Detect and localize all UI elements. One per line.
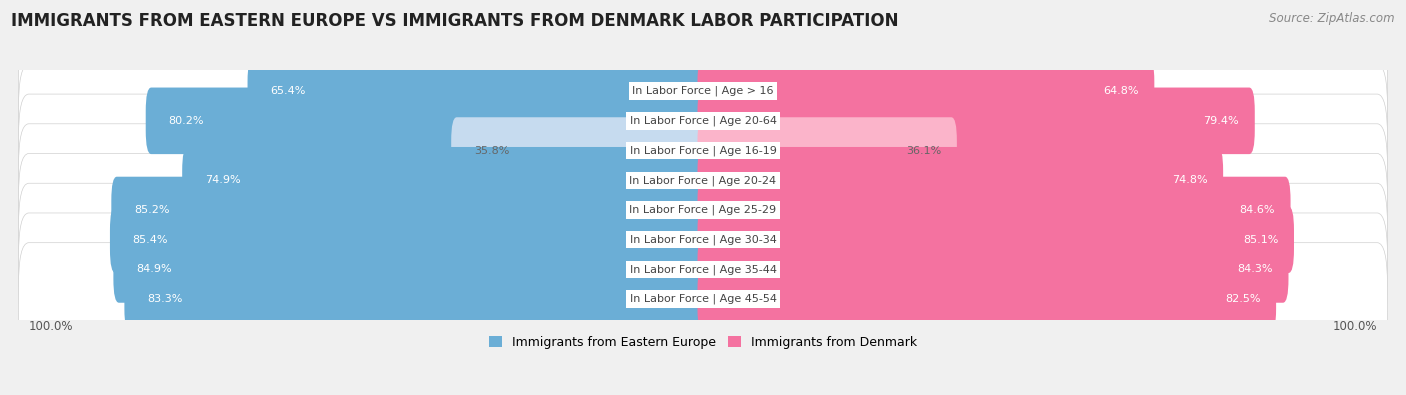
- FancyBboxPatch shape: [697, 236, 1288, 303]
- Text: 83.3%: 83.3%: [148, 294, 183, 304]
- FancyBboxPatch shape: [146, 88, 709, 154]
- Text: In Labor Force | Age 16-19: In Labor Force | Age 16-19: [630, 145, 776, 156]
- Text: 84.9%: 84.9%: [136, 264, 172, 275]
- Text: In Labor Force | Age 20-24: In Labor Force | Age 20-24: [630, 175, 776, 186]
- FancyBboxPatch shape: [18, 64, 1388, 177]
- Text: 82.5%: 82.5%: [1225, 294, 1260, 304]
- Text: 35.8%: 35.8%: [474, 145, 509, 156]
- Text: 85.2%: 85.2%: [134, 205, 170, 215]
- Text: 65.4%: 65.4%: [270, 86, 305, 96]
- FancyBboxPatch shape: [697, 88, 1254, 154]
- FancyBboxPatch shape: [697, 266, 1277, 333]
- Text: Source: ZipAtlas.com: Source: ZipAtlas.com: [1270, 12, 1395, 25]
- FancyBboxPatch shape: [18, 213, 1388, 326]
- FancyBboxPatch shape: [18, 35, 1388, 148]
- Text: 36.1%: 36.1%: [905, 145, 941, 156]
- Text: 79.4%: 79.4%: [1204, 116, 1239, 126]
- Text: 100.0%: 100.0%: [1333, 320, 1378, 333]
- FancyBboxPatch shape: [697, 117, 957, 184]
- FancyBboxPatch shape: [18, 183, 1388, 296]
- Text: In Labor Force | Age 30-34: In Labor Force | Age 30-34: [630, 235, 776, 245]
- FancyBboxPatch shape: [697, 207, 1294, 273]
- FancyBboxPatch shape: [110, 207, 709, 273]
- FancyBboxPatch shape: [18, 243, 1388, 356]
- FancyBboxPatch shape: [114, 236, 709, 303]
- Text: In Labor Force | Age 45-54: In Labor Force | Age 45-54: [630, 294, 776, 305]
- FancyBboxPatch shape: [697, 58, 1154, 124]
- Legend: Immigrants from Eastern Europe, Immigrants from Denmark: Immigrants from Eastern Europe, Immigran…: [489, 336, 917, 349]
- FancyBboxPatch shape: [247, 58, 709, 124]
- FancyBboxPatch shape: [183, 147, 709, 214]
- FancyBboxPatch shape: [18, 124, 1388, 237]
- Text: 80.2%: 80.2%: [169, 116, 204, 126]
- Text: In Labor Force | Age 25-29: In Labor Force | Age 25-29: [630, 205, 776, 215]
- Text: In Labor Force | Age 20-64: In Labor Force | Age 20-64: [630, 116, 776, 126]
- Text: 100.0%: 100.0%: [28, 320, 73, 333]
- Text: 85.1%: 85.1%: [1243, 235, 1278, 245]
- FancyBboxPatch shape: [697, 177, 1291, 243]
- FancyBboxPatch shape: [451, 117, 709, 184]
- FancyBboxPatch shape: [111, 177, 709, 243]
- Text: 85.4%: 85.4%: [132, 235, 169, 245]
- Text: IMMIGRANTS FROM EASTERN EUROPE VS IMMIGRANTS FROM DENMARK LABOR PARTICIPATION: IMMIGRANTS FROM EASTERN EUROPE VS IMMIGR…: [11, 12, 898, 30]
- FancyBboxPatch shape: [124, 266, 709, 333]
- Text: In Labor Force | Age > 16: In Labor Force | Age > 16: [633, 86, 773, 96]
- Text: In Labor Force | Age 35-44: In Labor Force | Age 35-44: [630, 264, 776, 275]
- FancyBboxPatch shape: [18, 94, 1388, 207]
- FancyBboxPatch shape: [18, 154, 1388, 267]
- Text: 64.8%: 64.8%: [1102, 86, 1139, 96]
- Text: 74.8%: 74.8%: [1171, 175, 1208, 185]
- FancyBboxPatch shape: [697, 147, 1223, 214]
- Text: 84.6%: 84.6%: [1239, 205, 1275, 215]
- Text: 84.3%: 84.3%: [1237, 264, 1272, 275]
- Text: 74.9%: 74.9%: [205, 175, 240, 185]
